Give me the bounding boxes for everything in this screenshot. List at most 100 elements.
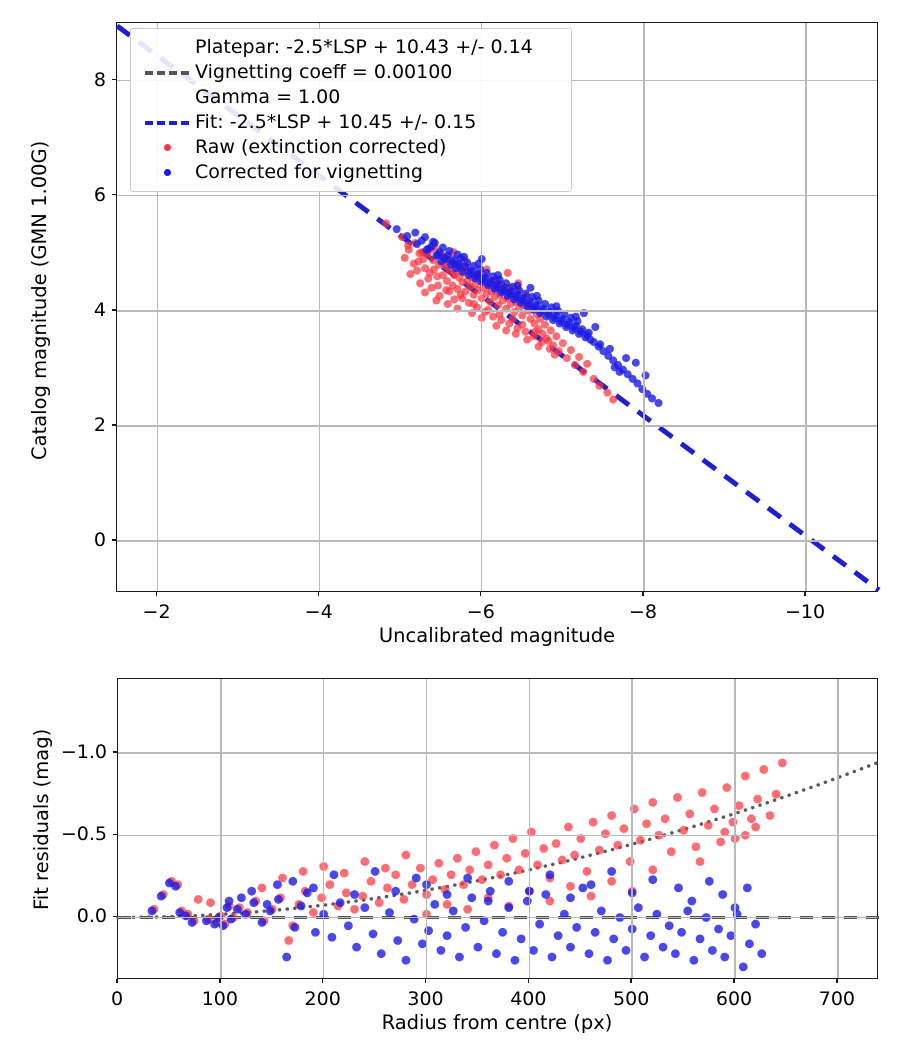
scatter-point bbox=[576, 327, 585, 336]
scatter-point bbox=[503, 294, 512, 303]
scatter-point bbox=[521, 327, 530, 336]
scatter-point bbox=[504, 876, 514, 886]
legend-entry[interactable]: Corrected for vignetting bbox=[139, 160, 561, 185]
scatter-point bbox=[542, 312, 551, 321]
scatter-point bbox=[508, 282, 517, 291]
scatter-point bbox=[438, 271, 447, 280]
scatter-point bbox=[450, 271, 459, 280]
scatter-point bbox=[496, 870, 505, 880]
scatter-point bbox=[489, 272, 498, 281]
scatter-point bbox=[432, 296, 441, 305]
xtick-mark bbox=[642, 592, 644, 596]
xtick-mark bbox=[804, 592, 806, 596]
scatter-point bbox=[511, 329, 520, 338]
scatter-point bbox=[404, 241, 413, 250]
scatter-point bbox=[424, 274, 433, 283]
scatter-point bbox=[582, 867, 592, 876]
scatter-point bbox=[416, 279, 425, 288]
scatter-point bbox=[421, 264, 430, 273]
xtick-mark bbox=[116, 979, 118, 983]
scatter-point bbox=[581, 333, 590, 342]
scatter-point bbox=[427, 242, 436, 251]
scatter-point bbox=[149, 904, 159, 914]
scatter-point bbox=[350, 904, 359, 914]
scatter-point bbox=[489, 276, 498, 285]
scatter-point bbox=[290, 922, 300, 932]
scatter-point bbox=[670, 949, 680, 959]
scatter-point bbox=[437, 250, 446, 259]
scatter-point bbox=[489, 312, 498, 321]
scatter-point bbox=[400, 253, 409, 262]
legend-entry[interactable]: Platepar: -2.5*LSP + 10.43 +/- 0.14 bbox=[139, 35, 561, 60]
scatter-point bbox=[500, 283, 509, 292]
scatter-point bbox=[243, 908, 252, 917]
scatter-point bbox=[497, 316, 506, 325]
scatter-point bbox=[273, 880, 282, 889]
gridline-vertical bbox=[425, 679, 428, 978]
scatter-point bbox=[511, 297, 520, 306]
scatter-point bbox=[492, 321, 501, 330]
residuals-plot-overlay bbox=[116, 758, 881, 972]
scatter-point bbox=[565, 318, 574, 327]
scatter-point bbox=[538, 329, 547, 338]
scatter-point bbox=[458, 294, 467, 303]
scatter-point bbox=[391, 870, 401, 880]
legend-entry[interactable]: Gamma = 1.00 bbox=[139, 85, 561, 110]
scatter-point bbox=[380, 863, 390, 873]
scatter-point bbox=[544, 336, 553, 345]
scatter-point bbox=[615, 367, 624, 376]
scatter-point bbox=[492, 282, 501, 291]
scatter-point bbox=[529, 332, 538, 341]
scatter-point bbox=[483, 860, 493, 870]
scatter-point bbox=[579, 367, 588, 376]
scatter-point bbox=[494, 280, 502, 289]
scatter-point bbox=[424, 244, 433, 253]
scatter-point bbox=[298, 867, 308, 876]
scatter-point bbox=[458, 267, 467, 276]
scatter-point bbox=[177, 906, 187, 916]
scatter-point bbox=[497, 280, 506, 289]
scatter-point bbox=[445, 247, 454, 255]
scatter-point bbox=[734, 801, 744, 811]
scatter-point bbox=[376, 949, 386, 959]
scatter-point bbox=[545, 896, 555, 906]
scatter-point bbox=[519, 294, 528, 303]
scatter-point bbox=[167, 876, 176, 886]
legend-entry[interactable]: Fit: -2.5*LSP + 10.45 +/- 0.15 bbox=[139, 110, 561, 135]
legend-dashed-gray-line-icon bbox=[145, 70, 189, 75]
scatter-point bbox=[586, 335, 595, 344]
legend-entry[interactable]: Raw (extinction corrected) bbox=[139, 135, 561, 160]
scatter-point bbox=[516, 298, 525, 307]
scatter-point bbox=[535, 919, 545, 929]
scatter-point bbox=[434, 281, 443, 290]
scatter-point bbox=[530, 319, 539, 328]
scatter-point bbox=[417, 248, 426, 257]
scatter-point bbox=[430, 243, 439, 252]
scatter-point bbox=[771, 789, 781, 799]
scatter-point bbox=[534, 325, 543, 334]
scatter-point bbox=[513, 281, 522, 290]
scatter-point bbox=[482, 265, 491, 274]
xtick-mark bbox=[836, 979, 838, 983]
legend-key-corrected bbox=[139, 169, 195, 176]
xtick-mark bbox=[321, 979, 324, 983]
scatter-point bbox=[456, 264, 465, 273]
scatter-point bbox=[546, 326, 555, 335]
ytick-mark bbox=[112, 424, 116, 426]
scatter-point bbox=[451, 268, 460, 277]
scatter-point bbox=[532, 291, 541, 300]
scatter-point bbox=[518, 296, 527, 305]
scatter-point bbox=[751, 919, 760, 929]
scatter-point bbox=[571, 312, 580, 321]
scatter-point bbox=[487, 276, 496, 285]
scatter-point bbox=[523, 335, 532, 344]
plot-legend[interactable]: Platepar: -2.5*LSP + 10.43 +/- 0.14 Vigne… bbox=[130, 28, 572, 192]
scatter-point bbox=[759, 765, 769, 774]
scatter-point bbox=[519, 301, 528, 310]
scatter-point bbox=[695, 857, 705, 866]
scatter-point bbox=[583, 359, 592, 368]
gridline-vertical bbox=[631, 679, 633, 978]
scatter-point bbox=[566, 346, 575, 355]
legend-entry[interactable]: Vignetting coeff = 0.00100 bbox=[139, 60, 561, 85]
scatter-point bbox=[456, 290, 465, 299]
